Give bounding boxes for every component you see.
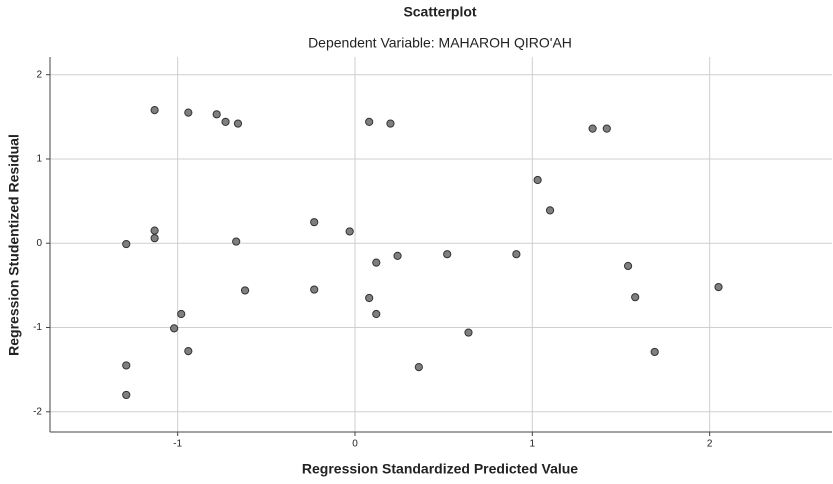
point xyxy=(415,364,422,371)
point xyxy=(151,235,158,242)
x-tick-label: 0 xyxy=(352,439,358,450)
x-tick-label: -1 xyxy=(173,439,182,450)
point xyxy=(651,348,658,355)
point xyxy=(387,120,394,127)
point xyxy=(373,259,380,266)
chart-title: Scatterplot xyxy=(403,4,476,20)
y-tick-label: 0 xyxy=(36,238,42,249)
point xyxy=(366,294,373,301)
point xyxy=(465,329,472,336)
point xyxy=(715,283,722,290)
point xyxy=(234,120,241,127)
chart-subtitle: Dependent Variable: MAHAROH QIRO'AH xyxy=(308,35,572,51)
point xyxy=(394,252,401,259)
point xyxy=(151,227,158,234)
point xyxy=(222,118,229,125)
point xyxy=(123,362,130,369)
point xyxy=(373,310,380,317)
point xyxy=(513,251,520,258)
point xyxy=(123,240,130,247)
x-tick-label: 2 xyxy=(707,439,713,450)
point xyxy=(589,125,596,132)
point xyxy=(171,325,178,332)
x-tick-label: 1 xyxy=(530,439,536,450)
y-tick-label: 1 xyxy=(36,154,42,165)
point xyxy=(233,238,240,245)
y-tick-label: -1 xyxy=(33,322,42,333)
point xyxy=(311,219,318,226)
point xyxy=(151,106,158,113)
point xyxy=(534,176,541,183)
point xyxy=(311,286,318,293)
point xyxy=(444,251,451,258)
point xyxy=(185,109,192,116)
point xyxy=(185,348,192,355)
y-tick-label: 2 xyxy=(36,69,42,80)
x-axis-label: Regression Standardized Predicted Value xyxy=(302,461,578,477)
point xyxy=(241,287,248,294)
y-axis-label: Regression Studentized Residual xyxy=(6,134,22,356)
y-tick-label: -2 xyxy=(33,406,42,417)
point xyxy=(603,125,610,132)
point xyxy=(123,391,130,398)
point xyxy=(178,310,185,317)
point xyxy=(624,262,631,269)
point xyxy=(632,294,639,301)
point xyxy=(546,207,553,214)
chart: Scatterplot Dependent Variable: MAHAROH … xyxy=(0,0,833,484)
point xyxy=(346,228,353,235)
point xyxy=(366,118,373,125)
point xyxy=(213,111,220,118)
